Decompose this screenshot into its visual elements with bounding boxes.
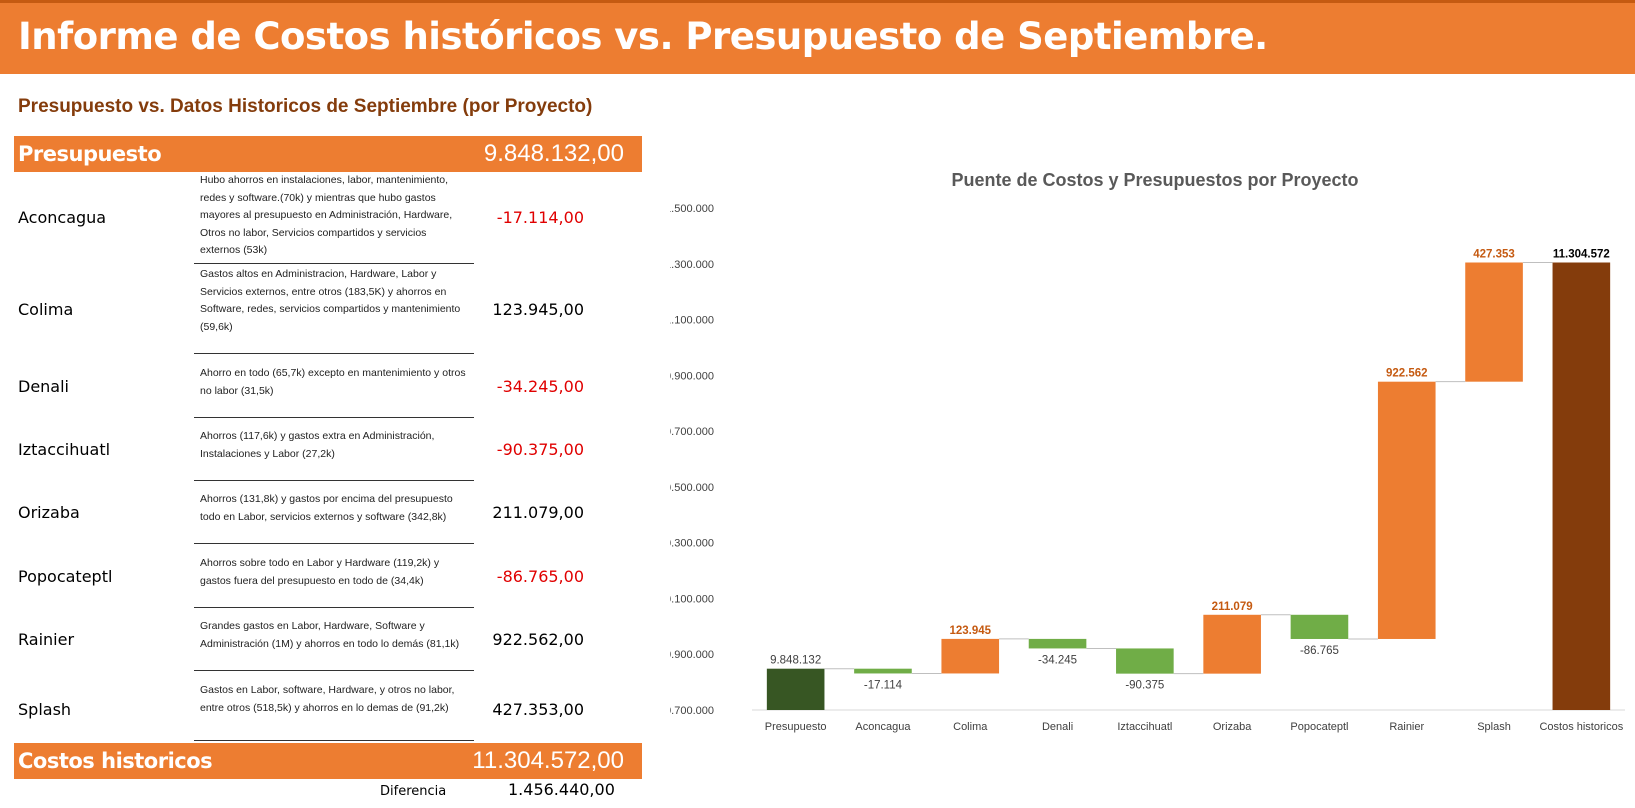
waterfall-bar [1552, 262, 1611, 710]
project-description: Gastos en Labor, software, Hardware, y o… [194, 682, 474, 741]
x-tick-label: Presupuesto [765, 721, 827, 733]
waterfall-bar [766, 668, 825, 710]
project-description: Hubo ahorros en instalaciones, labor, ma… [194, 172, 474, 264]
x-tick-label: Iztaccihuatl [1117, 721, 1172, 733]
x-tick-label: Splash [1477, 721, 1511, 733]
y-tick-label: 9.700.000 [670, 705, 714, 717]
budget-label: Presupuesto [18, 142, 162, 166]
waterfall-bar [1116, 648, 1174, 674]
chart-title: Puente de Costos y Presupuestos por Proy… [951, 170, 1359, 190]
project-variance: 123.945,00 [492, 300, 584, 319]
table-subtitle: Presupuesto vs. Datos Historicos de Sept… [18, 96, 593, 117]
difference-label: Diferencia [380, 784, 447, 799]
project-variance: 922.562,00 [492, 630, 584, 649]
y-tick-label: 10.700.000 [670, 426, 714, 438]
x-tick-label: Colima [953, 721, 988, 733]
data-label: -86.765 [1300, 645, 1339, 657]
y-tick-label: 11.300.000 [670, 259, 714, 271]
project-description: Grandes gastos en Labor, Hardware, Softw… [194, 618, 474, 671]
project-variance: -34.245,00 [496, 377, 584, 396]
data-label: -34.245 [1038, 654, 1077, 666]
historic-label: Costos historicos [18, 749, 213, 773]
y-tick-label: 10.300.000 [670, 538, 714, 550]
table-row: Aconcagua Hubo ahorros en instalaciones,… [14, 172, 642, 264]
table-row: Rainier Grandes gastos en Labor, Hardwar… [14, 610, 642, 671]
project-variance: -90.375,00 [496, 440, 584, 459]
x-tick-label: Denali [1042, 721, 1073, 733]
difference-value: 1.456.440,00 [508, 780, 615, 799]
y-tick-label: 10.900.000 [670, 370, 714, 382]
data-label: 922.562 [1386, 368, 1428, 380]
project-name: Denali [18, 377, 69, 396]
report-title: Informe de Costos históricos vs. Presupu… [18, 15, 1268, 58]
project-description: Ahorros (131,8k) y gastos por encima del… [194, 491, 474, 544]
table-row: Orizaba Ahorros (131,8k) y gastos por en… [14, 483, 642, 544]
project-description: Ahorros (117,6k) y gastos extra en Admin… [194, 428, 474, 481]
waterfall-chart: 9.700.000 9.900.000 10.100.000 10.300.000 10… [670, 203, 1625, 733]
table-row: Popocateptl Ahorros sobre todo en Labor … [14, 547, 642, 608]
waterfall-bar [1203, 614, 1261, 674]
table-row: Colima Gastos altos en Administracion, H… [14, 266, 642, 354]
waterfall-bar [1377, 381, 1436, 639]
data-label: -17.114 [864, 679, 903, 691]
data-label: 11.304.572 [1553, 249, 1610, 261]
project-name: Colima [18, 300, 74, 319]
waterfall-bar [941, 638, 1000, 674]
y-tick-label: 9.900.000 [670, 649, 714, 661]
project-name: Iztaccihuatl [18, 440, 111, 459]
data-label: 211.079 [1212, 601, 1253, 613]
data-label: 123.945 [949, 625, 991, 637]
project-variance: -17.114,00 [496, 208, 584, 227]
project-description: Ahorros sobre todo en Labor y Hardware (… [194, 555, 474, 608]
y-tick-label: 10.100.000 [670, 593, 714, 605]
project-name: Orizaba [18, 503, 80, 522]
budget-value: 9.848.132,00 [483, 140, 624, 167]
report-header: Informe de Costos históricos vs. Presupu… [0, 0, 1635, 74]
project-name: Aconcagua [18, 208, 107, 227]
y-tick-label: 11.500.000 [670, 203, 714, 215]
historic-value: 11.304.572,00 [472, 747, 624, 774]
historic-bar: Costos historicos 11.304.572,00 [14, 743, 642, 779]
data-label: 427.353 [1473, 249, 1515, 261]
project-name: Popocateptl [18, 567, 113, 586]
project-variance: 427.353,00 [492, 700, 584, 719]
waterfall-bar [854, 668, 912, 674]
data-label: 9.848.132 [770, 655, 821, 667]
data-label: -90.375 [1125, 680, 1164, 692]
x-tick-label: Rainier [1389, 721, 1424, 733]
table-row: Denali Ahorro en todo (65,7k) excepto en… [14, 357, 642, 418]
project-name: Splash [18, 700, 72, 719]
x-tick-label: Popocateptl [1290, 721, 1348, 733]
y-tick-label: 11.100.000 [670, 315, 714, 327]
x-tick-label: Costos historicos [1539, 721, 1623, 733]
project-description: Gastos altos en Administracion, Hardware… [194, 266, 474, 354]
x-tick-label: Orizaba [1213, 721, 1252, 733]
project-variance: 211.079,00 [492, 503, 584, 522]
table-row: Iztaccihuatl Ahorros (117,6k) y gastos e… [14, 420, 642, 481]
budget-bar: Presupuesto 9.848.132,00 [14, 136, 642, 172]
project-name: Rainier [18, 630, 75, 649]
waterfall-bar [1290, 614, 1349, 639]
table-row: Splash Gastos en Labor, software, Hardwa… [14, 674, 642, 741]
waterfall-bar [1028, 638, 1087, 649]
y-tick-label: 10.500.000 [670, 482, 714, 494]
x-tick-label: Aconcagua [855, 721, 911, 733]
waterfall-bar [1465, 262, 1523, 382]
project-description: Ahorro en todo (65,7k) excepto en manten… [194, 365, 474, 418]
project-variance: -86.765,00 [496, 567, 584, 586]
